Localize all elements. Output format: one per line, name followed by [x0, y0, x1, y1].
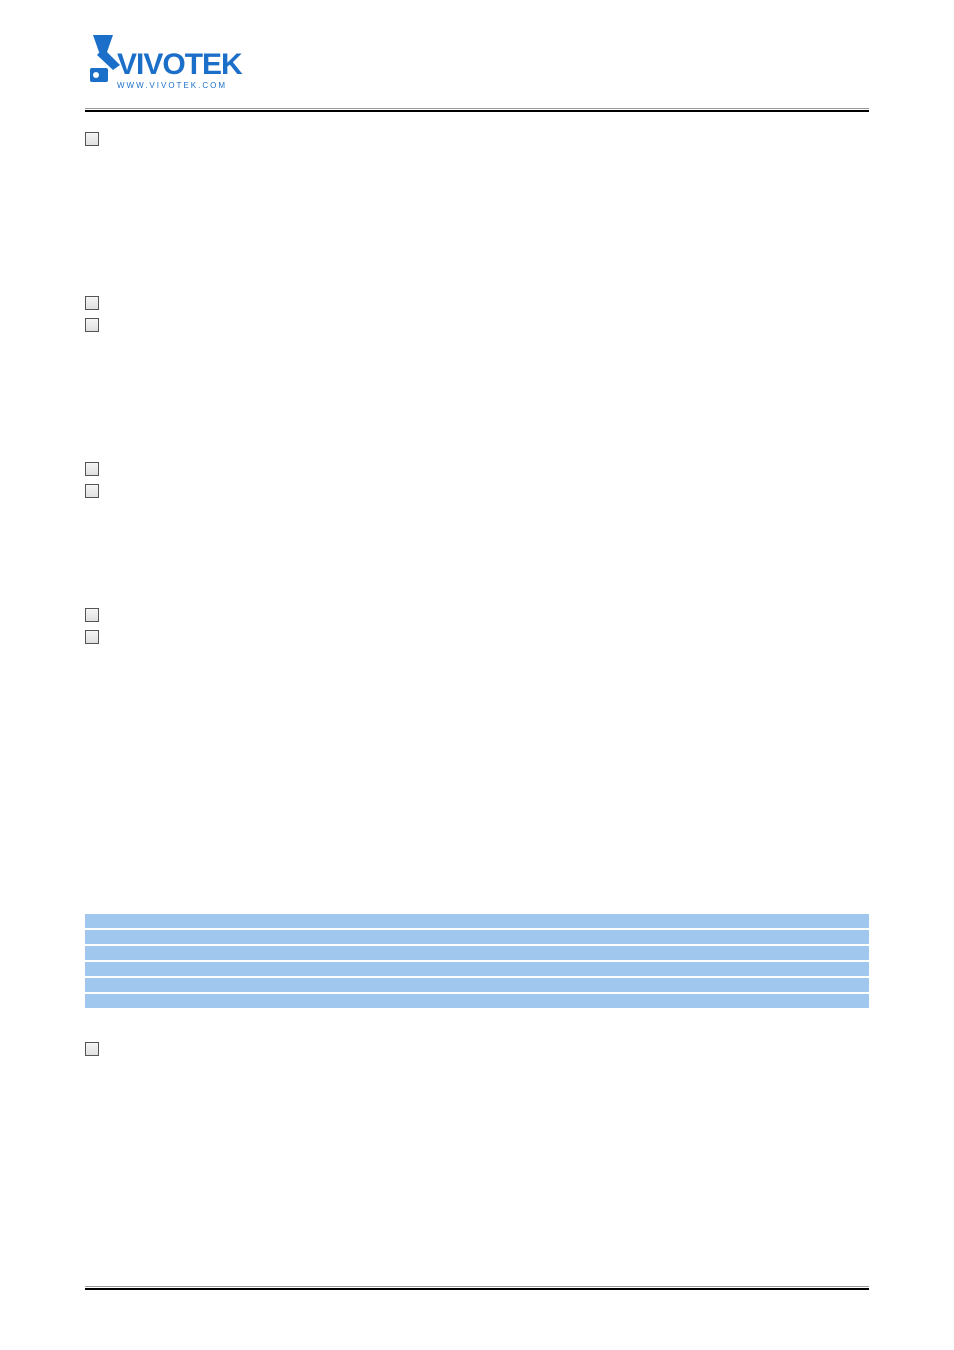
table-cell	[501, 962, 869, 976]
table-row	[85, 962, 869, 976]
table-cell	[501, 914, 869, 928]
table-cell	[501, 946, 869, 960]
list-item	[85, 460, 869, 476]
data-table	[85, 912, 869, 1010]
table-row	[85, 914, 869, 928]
table-cell	[273, 930, 500, 944]
table-cell	[273, 994, 500, 1008]
table-cell	[85, 994, 273, 1008]
table-cell	[501, 978, 869, 992]
table-cell	[85, 946, 273, 960]
list-item	[85, 606, 869, 622]
svg-text:VIVOTEK: VIVOTEK	[117, 48, 243, 81]
table-row	[85, 994, 869, 1008]
table-cell	[85, 962, 273, 976]
table-row	[85, 978, 869, 992]
checkbox-icon	[85, 296, 99, 310]
table-cell	[273, 962, 500, 976]
section-block	[85, 130, 869, 146]
logo-container: VIVOTEK WWW.VIVOTEK.COM	[85, 30, 869, 100]
list-item	[85, 294, 869, 310]
table-cell	[501, 930, 869, 944]
table-cell	[501, 994, 869, 1008]
table-cell	[273, 946, 500, 960]
checkbox-icon	[85, 484, 99, 498]
checkbox-icon	[85, 1042, 99, 1056]
section-block-2	[85, 294, 869, 332]
table-cell	[273, 978, 500, 992]
section-block-4	[85, 606, 869, 644]
footer-divider	[85, 1286, 869, 1290]
list-item	[85, 482, 869, 498]
footer-entry	[85, 1040, 869, 1056]
table-cell	[273, 914, 500, 928]
table-cell	[85, 914, 273, 928]
table-row	[85, 930, 869, 944]
table-cell	[85, 978, 273, 992]
list-item	[85, 316, 869, 332]
data-table-container	[85, 912, 869, 1010]
svg-text:WWW.VIVOTEK.COM: WWW.VIVOTEK.COM	[117, 81, 227, 90]
checkbox-icon	[85, 132, 99, 146]
header-divider	[85, 108, 869, 112]
footer-section	[85, 1040, 869, 1056]
checkbox-icon	[85, 630, 99, 644]
table-cell	[85, 930, 273, 944]
list-item	[85, 628, 869, 644]
checkbox-icon	[85, 608, 99, 622]
section-header	[85, 130, 869, 146]
table-row	[85, 946, 869, 960]
checkbox-icon	[85, 462, 99, 476]
section-block-3	[85, 460, 869, 498]
checkbox-icon	[85, 318, 99, 332]
vivotek-logo: VIVOTEK WWW.VIVOTEK.COM	[85, 30, 300, 95]
